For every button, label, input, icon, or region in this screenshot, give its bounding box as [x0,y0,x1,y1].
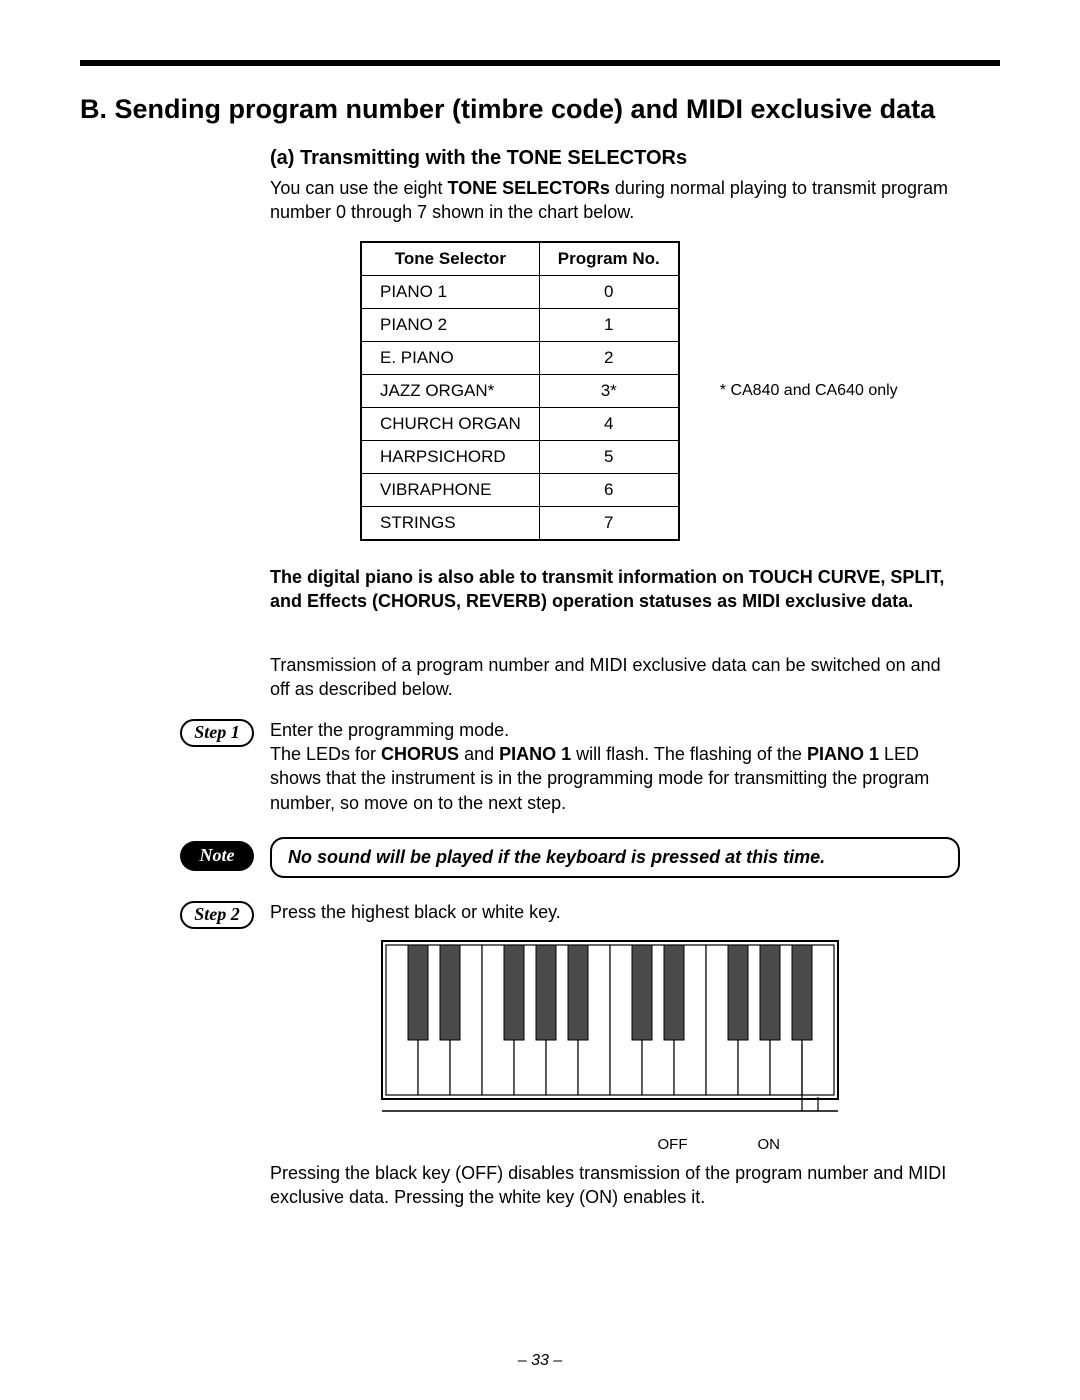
keyboard-diagram: OFF ON [270,939,960,1153]
step-1-label: Step 1 [180,719,254,747]
off-label: OFF [658,1136,688,1153]
table-row: STRINGS7 [361,506,679,540]
section-heading: B. Sending program number (timbre code) … [80,94,1000,125]
tone-selector-table: Tone Selector Program No. PIANO 10PIANO … [360,241,680,541]
tone-name-cell: E. PIANO [361,341,539,374]
step-2-body: Press the highest black or white key. [270,900,960,924]
table-row: JAZZ ORGAN*3* [361,374,679,407]
table-row: PIANO 10 [361,275,679,308]
table-row: PIANO 21 [361,308,679,341]
tone-name-cell: CHURCH ORGAN [361,407,539,440]
step-2-row: Step 2 Press the highest black or white … [180,900,960,929]
step-2-label: Step 2 [180,901,254,929]
page-number: – 33 – [0,1352,1080,1370]
step1-mid1: and [459,744,499,764]
program-num-cell: 0 [539,275,679,308]
intro-paragraph: You can use the eight TONE SELECTORs dur… [270,176,960,225]
col-header: Program No. [539,242,679,276]
note-label: Note [180,841,254,871]
program-num-cell: 3* [539,374,679,407]
program-num-cell: 2 [539,341,679,374]
step1-pre: The LEDs for [270,744,381,764]
intro-bold: TONE SELECTORs [447,178,609,198]
table-header-row: Tone Selector Program No. [361,242,679,276]
note-box: No sound will be played if the keyboard … [270,837,960,878]
col-header: Tone Selector [361,242,539,276]
program-num-cell: 1 [539,308,679,341]
closing-paragraph: Pressing the black key (OFF) disables tr… [270,1161,960,1210]
step1-mid2: will flash. The flashing of the [571,744,807,764]
program-num-cell: 4 [539,407,679,440]
table-side-note: * CA840 and CA640 only [720,380,898,402]
table-row: HARPSICHORD5 [361,440,679,473]
note-row: Note No sound will be played if the keyb… [180,837,960,878]
bold-paragraph: The digital piano is also able to transm… [270,565,960,614]
table-row: E. PIANO2 [361,341,679,374]
tone-name-cell: STRINGS [361,506,539,540]
program-num-cell: 7 [539,506,679,540]
transmission-paragraph: Transmission of a program number and MID… [270,653,960,702]
tone-name-cell: PIANO 2 [361,308,539,341]
program-num-cell: 5 [539,440,679,473]
step-1-row: Step 1 Enter the programming mode. The L… [180,718,960,815]
step1-b2: PIANO 1 [499,744,571,764]
keyboard-svg [380,939,850,1129]
table-row: VIBRAPHONE6 [361,473,679,506]
tone-name-cell: PIANO 1 [361,275,539,308]
tone-table-wrap: Tone Selector Program No. PIANO 10PIANO … [360,241,960,541]
tone-name-cell: JAZZ ORGAN* [361,374,539,407]
program-num-cell: 6 [539,473,679,506]
intro-pre: You can use the eight [270,178,447,198]
step1-b3: PIANO 1 [807,744,879,764]
tone-name-cell: VIBRAPHONE [361,473,539,506]
on-label: ON [758,1136,781,1153]
keyboard-labels: OFF ON [270,1136,960,1153]
subsection-heading: (a) Transmitting with the TONE SELECTORs [270,147,960,170]
tone-name-cell: HARPSICHORD [361,440,539,473]
horizontal-rule [80,60,1000,66]
step-1-body: Enter the programming mode. The LEDs for… [270,718,960,815]
step1-line1: Enter the programming mode. [270,720,509,740]
table-row: CHURCH ORGAN4 [361,407,679,440]
step1-b1: CHORUS [381,744,459,764]
